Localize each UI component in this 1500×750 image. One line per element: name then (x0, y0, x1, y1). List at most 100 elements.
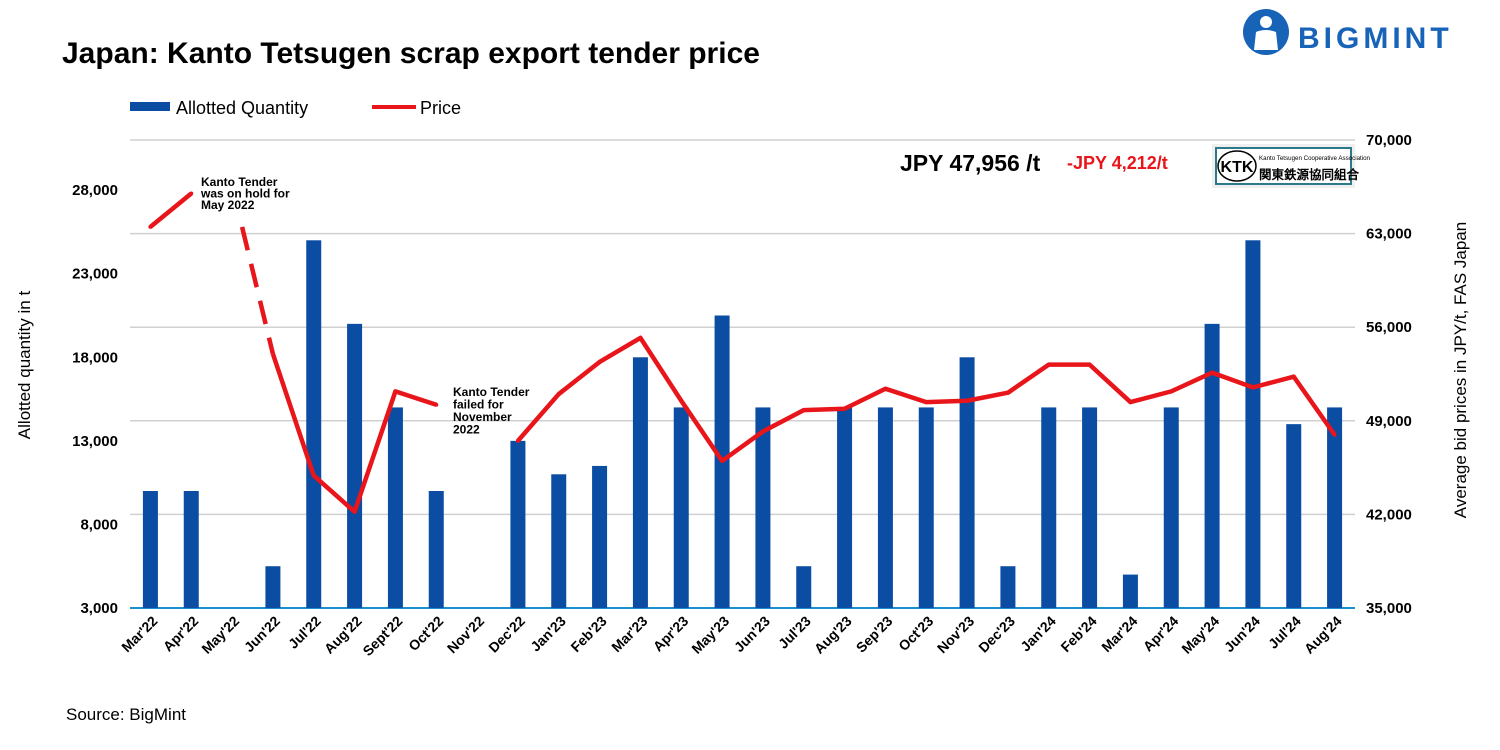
price-point (148, 224, 153, 229)
y-axis-label: Allotted quantity in t (15, 291, 34, 440)
price-point (720, 458, 725, 463)
annotation-line: was on hold for (200, 187, 290, 201)
y-tick-label: 23,000 (72, 266, 118, 283)
price-point (1128, 400, 1133, 405)
x-tick-label: Jun'24 (1221, 613, 1263, 655)
bigmint-logo: BIGMINT (1243, 9, 1453, 55)
bar (1041, 407, 1057, 608)
bigmint-logo-text: BIGMINT (1298, 22, 1453, 55)
annotation-line: Kanto Tender (201, 175, 278, 189)
bar (183, 491, 199, 608)
annotation-line: May 2022 (201, 198, 255, 212)
x-tick-label: Aug'24 (1301, 613, 1345, 657)
price-point (1005, 390, 1010, 395)
y2-tick-label: 35,000 (1366, 600, 1412, 617)
price-line-segment (312, 389, 437, 514)
y2-tick-label: 49,000 (1366, 413, 1412, 430)
price-point (556, 392, 561, 397)
bar (142, 491, 158, 608)
price-point (1332, 432, 1337, 437)
annotation-line: Kanto Tender (453, 385, 530, 399)
y-tick-label: 28,000 (72, 182, 118, 199)
bar (1000, 566, 1016, 608)
price-point (801, 408, 806, 413)
ktk-logo-subtitle: Kanto Tetsugen Cooperative Association (1259, 155, 1371, 162)
price-point (842, 406, 847, 411)
price-point (924, 400, 929, 405)
price-point (1087, 362, 1092, 367)
gridlines (130, 139, 1355, 609)
right-axis-ticks: 35,000 42,000 49,000 56,000 63,000 70,000 (1366, 132, 1412, 617)
bar-series (142, 240, 1343, 609)
bar (918, 407, 934, 608)
price-point (1046, 362, 1051, 367)
y2-tick-label: 70,000 (1366, 132, 1412, 149)
y2-axis-label: Average bid prices in JPY/t, FAS Japan (1451, 222, 1470, 518)
x-tick-label: Mar'24 (1098, 613, 1140, 655)
x-tick-label: May'24 (1178, 613, 1222, 657)
bar (306, 240, 322, 609)
x-tick-label: Apr'23 (650, 613, 692, 655)
price-point (352, 509, 357, 514)
price-point (965, 398, 970, 403)
x-tick-label: May'22 (198, 613, 242, 657)
x-tick-label: Feb'23 (567, 613, 609, 655)
price-point (597, 359, 602, 364)
bar (837, 407, 853, 608)
bar (877, 407, 893, 608)
bar (1122, 574, 1138, 608)
price-line-series (148, 191, 1337, 514)
price-point (189, 191, 194, 196)
bar (347, 323, 363, 608)
bar (551, 474, 567, 608)
legend-bar-swatch (130, 102, 170, 111)
price-point (1169, 389, 1174, 394)
x-tick-label: Jan'23 (527, 613, 569, 655)
y-tick-label: 3,000 (80, 600, 118, 617)
bar (755, 407, 771, 608)
chart-title: Japan: Kanto Tetsugen scrap export tende… (62, 37, 760, 70)
x-tick-label: Mar'22 (118, 613, 160, 655)
y2-tick-label: 42,000 (1366, 506, 1412, 523)
x-tick-label: Dec'23 (975, 613, 1018, 656)
price-line-dashed-segment (239, 226, 276, 355)
x-tick-label: May'23 (688, 613, 732, 657)
x-tick-label: Jul'24 (1265, 613, 1304, 652)
price-point (311, 473, 316, 478)
left-axis-ticks: 3,000 8,000 13,000 18,000 23,000 28,000 (72, 182, 118, 617)
x-tick-label: Apr'22 (160, 613, 202, 655)
bar (428, 491, 444, 608)
price-change: -JPY 4,212/t (1067, 153, 1168, 173)
ktk-logo-japanese: 関東鉄源協同組合 (1259, 167, 1360, 182)
bar (1327, 407, 1343, 608)
annotation-line: failed for (453, 398, 504, 412)
x-tick-label: Jun'23 (731, 613, 773, 655)
y2-tick-label: 63,000 (1366, 226, 1412, 243)
x-tick-label: Oct'22 (405, 613, 446, 654)
price-point (434, 402, 439, 407)
x-tick-label: Sept'22 (359, 613, 405, 659)
x-tick-label: Mar'23 (608, 613, 650, 655)
y2-tick-label: 56,000 (1366, 319, 1412, 336)
x-tick-label: Aug'22 (321, 613, 365, 657)
price-point (515, 438, 520, 443)
bar (1163, 407, 1179, 608)
source-note: Source: BigMint (66, 705, 186, 724)
price-point (679, 398, 684, 403)
bar (387, 407, 403, 608)
bar (959, 357, 975, 608)
x-tick-label: Jan'24 (1017, 613, 1059, 655)
legend-label-quantity: Allotted Quantity (176, 98, 308, 118)
bar (632, 357, 648, 608)
bar (265, 566, 281, 608)
x-tick-label: Feb'24 (1057, 613, 1099, 655)
ktk-logo: KTK Kanto Tetsugen Cooperative Associati… (1212, 144, 1371, 188)
bar (1082, 407, 1098, 608)
bar (1204, 323, 1220, 608)
y-tick-label: 13,000 (72, 433, 118, 450)
annotation-line: 2022 (453, 423, 480, 437)
